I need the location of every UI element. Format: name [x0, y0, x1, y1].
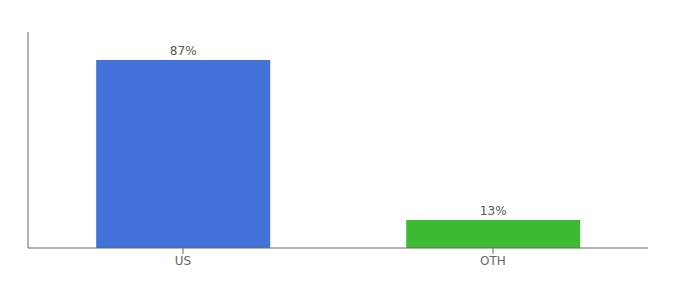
svg-text:US: US	[175, 254, 191, 268]
svg-text:OTH: OTH	[480, 254, 506, 268]
svg-text:13%: 13%	[480, 204, 507, 218]
svg-text:87%: 87%	[170, 44, 197, 58]
